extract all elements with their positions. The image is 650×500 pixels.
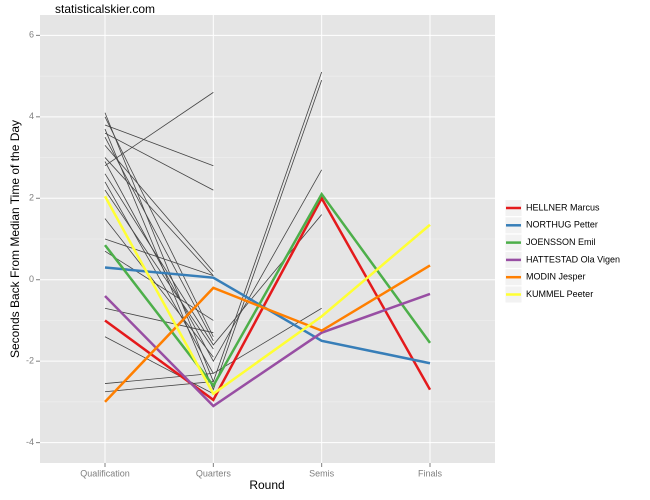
y-tick-label: 4 [29,111,34,121]
other-line [104,157,214,276]
other-line [104,307,214,334]
legend-label: MODIN Jesper [526,272,586,282]
legend-label: NORTHUG Petter [526,220,598,230]
y-tick-label: 2 [29,193,34,203]
series-line [104,195,432,402]
other-line [104,116,214,337]
other-line [104,124,214,167]
other-line [104,161,323,363]
y-tick-label: -2 [26,356,34,366]
y-tick-label: 0 [29,274,34,284]
x-tick-label: Semis [309,468,335,478]
y-tick-label: 6 [29,30,34,40]
other-line [104,132,214,191]
legend-label: KUMMEL Peeter [526,289,593,299]
other-line [104,218,214,358]
x-tick-label: Finals [418,468,443,478]
y-axis-label: Seconds Back From Median Time of the Day [8,120,22,358]
series-line [103,195,431,396]
x-tick-label: Quarters [196,468,232,478]
other-line [104,181,214,374]
legend-label: HELLNER Marcus [526,202,600,212]
y-tick-label: -4 [26,437,34,447]
chart-title: statisticalskier.com [55,2,155,16]
series-line [104,191,432,388]
x-axis-label: Round [249,478,284,492]
legend-label: HATTESTAD Ola Vigen [526,254,620,264]
other-line [104,336,214,395]
legend-label: JOENSSON Emil [526,237,596,247]
other-line [104,145,214,272]
other-line [104,80,323,391]
other-line [104,381,214,393]
series-line [104,264,431,403]
series-line [104,292,431,408]
x-tick-label: Qualification [80,468,130,478]
other-line [104,189,214,350]
other-line [104,250,214,321]
other-line [104,238,214,277]
